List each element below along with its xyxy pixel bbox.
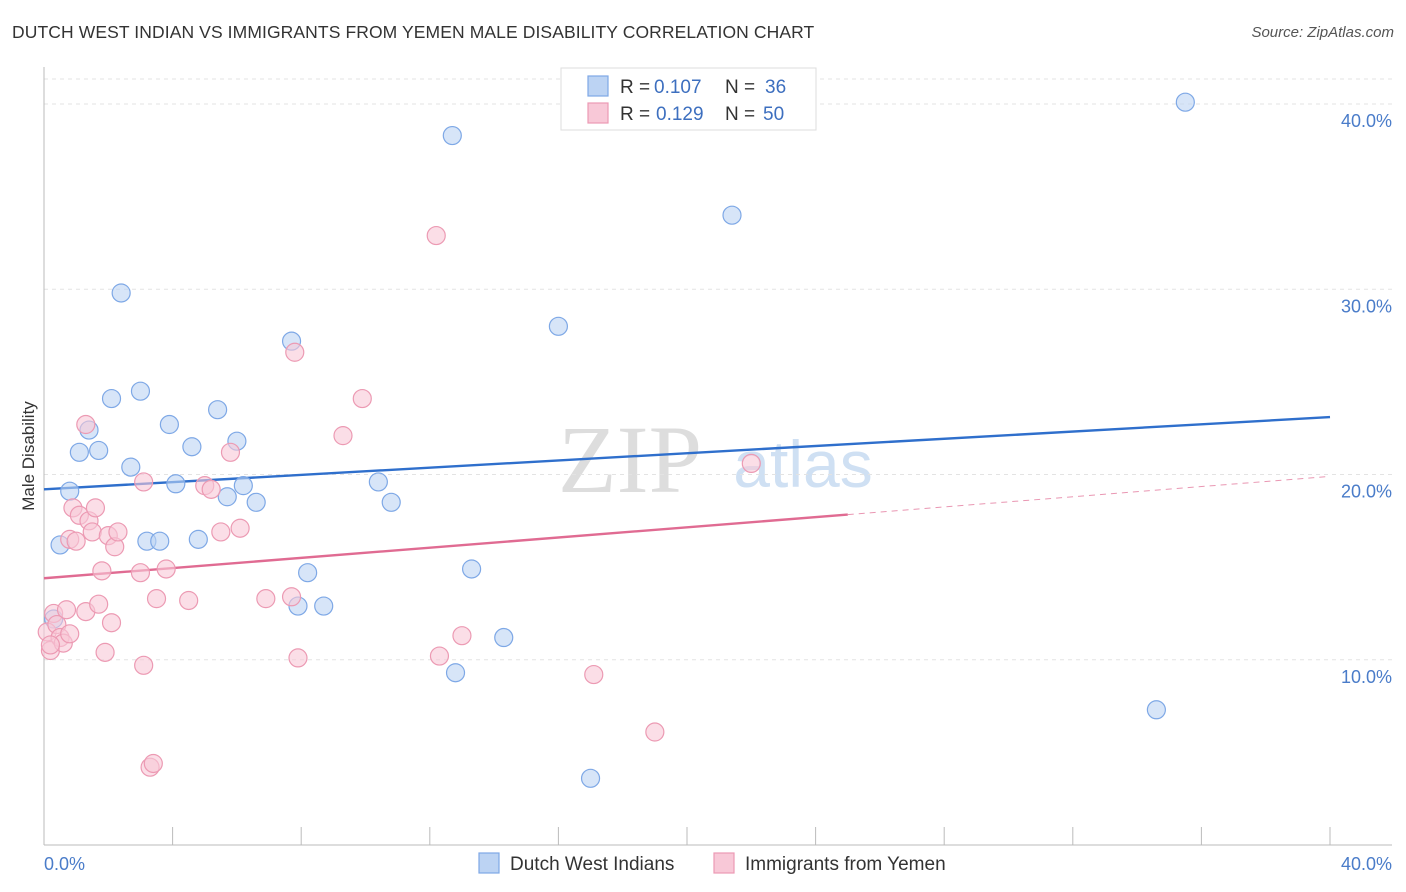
data-point-1-39	[285, 342, 305, 362]
legend-swatch-blue	[587, 75, 609, 97]
data-point-1-38	[281, 587, 302, 607]
data-point-0-16	[208, 400, 228, 420]
data-point-1-30	[156, 559, 176, 579]
bottom-legend-label-immigrants-from-yemen: Immigrants from Yemen	[745, 854, 946, 875]
data-point-1-10	[66, 531, 86, 551]
data-point-0-3	[69, 442, 89, 462]
data-point-1-19	[95, 642, 115, 662]
legend-r-value-2: 0.129	[656, 104, 704, 125]
data-point-0-34	[1146, 700, 1166, 720]
data-point-1-34	[211, 522, 231, 542]
data-point-1-18	[92, 561, 112, 581]
trend-line-1	[43, 513, 848, 580]
data-point-1-6	[56, 600, 77, 620]
data-point-1-25	[134, 472, 154, 492]
data-point-1-24	[130, 563, 151, 583]
data-point-1-44	[429, 646, 450, 666]
data-point-0-26	[381, 492, 401, 512]
x-tick-labels: 0.0% 40.0%	[44, 854, 1392, 874]
legend-r-label-2: R =	[620, 104, 650, 125]
bottom-legend-swatch-pink	[713, 852, 735, 874]
legend-swatch-pink	[587, 102, 609, 124]
data-point-0-29	[461, 559, 482, 579]
data-point-1-41	[333, 426, 353, 446]
data-point-0-23	[298, 563, 318, 583]
data-point-1-49	[40, 635, 61, 655]
data-point-1-17	[89, 594, 109, 614]
data-point-0-17	[217, 487, 237, 507]
y-tick-label-10: 10.0%	[1341, 667, 1392, 687]
bottom-legend-label-dutch-west-indians: Dutch West Indians	[510, 854, 674, 875]
data-point-1-29	[146, 589, 167, 609]
data-point-1-16	[85, 498, 106, 518]
data-point-0-20	[246, 492, 266, 512]
legend-n-label-1: N =	[725, 77, 755, 98]
data-point-1-23	[108, 522, 128, 542]
y-axis-label: Male Disability	[19, 401, 38, 511]
data-point-0-33	[722, 205, 742, 225]
data-point-1-36	[230, 518, 250, 538]
data-point-0-32	[580, 768, 601, 788]
data-point-0-7	[111, 283, 131, 303]
y-tick-label-40: 40.0%	[1341, 111, 1392, 131]
data-point-0-8	[121, 457, 141, 477]
y-tick-labels: 10.0% 20.0% 30.0% 40.0%	[1341, 111, 1392, 687]
legend-n-label-2: N =	[725, 104, 755, 125]
data-point-1-26	[134, 655, 154, 675]
data-point-1-46	[584, 664, 604, 685]
data-point-0-2	[60, 481, 80, 501]
stats-legend: R = 0.107 N = 36 R = 0.129 N = 50	[560, 67, 817, 131]
data-point-0-31	[548, 316, 569, 336]
data-point-0-12	[159, 414, 179, 435]
data-point-1-37	[256, 589, 276, 609]
x-tick-label-min: 0.0%	[44, 854, 85, 874]
y-tick-label-30: 30.0%	[1341, 296, 1392, 316]
data-point-0-25	[368, 472, 388, 492]
data-point-1-40	[288, 648, 308, 668]
data-point-0-14	[182, 437, 202, 457]
trend-line-0	[43, 415, 1331, 491]
data-point-1-45	[452, 626, 472, 646]
data-point-1-33	[201, 479, 221, 499]
data-point-1-42	[352, 388, 372, 409]
grid-lines	[44, 78, 1392, 661]
data-point-0-35	[1175, 92, 1195, 112]
data-point-0-27	[445, 663, 466, 683]
data-point-1-48	[741, 453, 761, 474]
data-point-1-35	[220, 442, 241, 462]
bottom-legend-swatch-blue	[478, 852, 500, 874]
data-point-1-47	[645, 722, 665, 742]
source-label: Source: ZipAtlas.com	[1251, 24, 1394, 41]
data-point-1-43	[426, 225, 446, 246]
data-point-1-15	[82, 522, 102, 542]
data-point-0-9	[130, 381, 151, 401]
legend-r-label-1: R =	[620, 77, 650, 98]
data-point-0-15	[188, 529, 208, 549]
data-point-1-21	[101, 613, 122, 633]
trend-lines	[43, 415, 1331, 580]
chart-title: DUTCH WEST INDIAN VS IMMIGRANTS FROM YEM…	[12, 22, 815, 42]
data-point-1-13	[76, 414, 96, 435]
series-legend: Dutch West Indians Immigrants from Yemen	[478, 852, 946, 875]
data-point-1-31	[179, 590, 199, 611]
data-point-0-5	[89, 440, 109, 461]
data-point-0-24	[314, 596, 334, 616]
x-tick-label-max: 40.0%	[1341, 854, 1392, 874]
legend-n-value-1: 36	[765, 77, 786, 98]
axes	[43, 67, 1392, 846]
data-point-0-19	[233, 476, 253, 496]
legend-r-value-1: 0.107	[654, 77, 702, 98]
data-point-1-7	[60, 624, 80, 644]
y-tick-label-20: 20.0%	[1341, 482, 1392, 502]
data-point-0-28	[442, 125, 462, 146]
data-point-0-11	[150, 531, 170, 551]
data-points	[37, 92, 1195, 788]
legend-n-value-2: 50	[763, 104, 784, 125]
data-point-0-13	[166, 474, 186, 494]
trend-line-extension-1	[847, 475, 1331, 516]
data-point-0-30	[494, 627, 514, 648]
data-point-1-28	[143, 753, 163, 774]
data-point-0-6	[101, 388, 122, 409]
